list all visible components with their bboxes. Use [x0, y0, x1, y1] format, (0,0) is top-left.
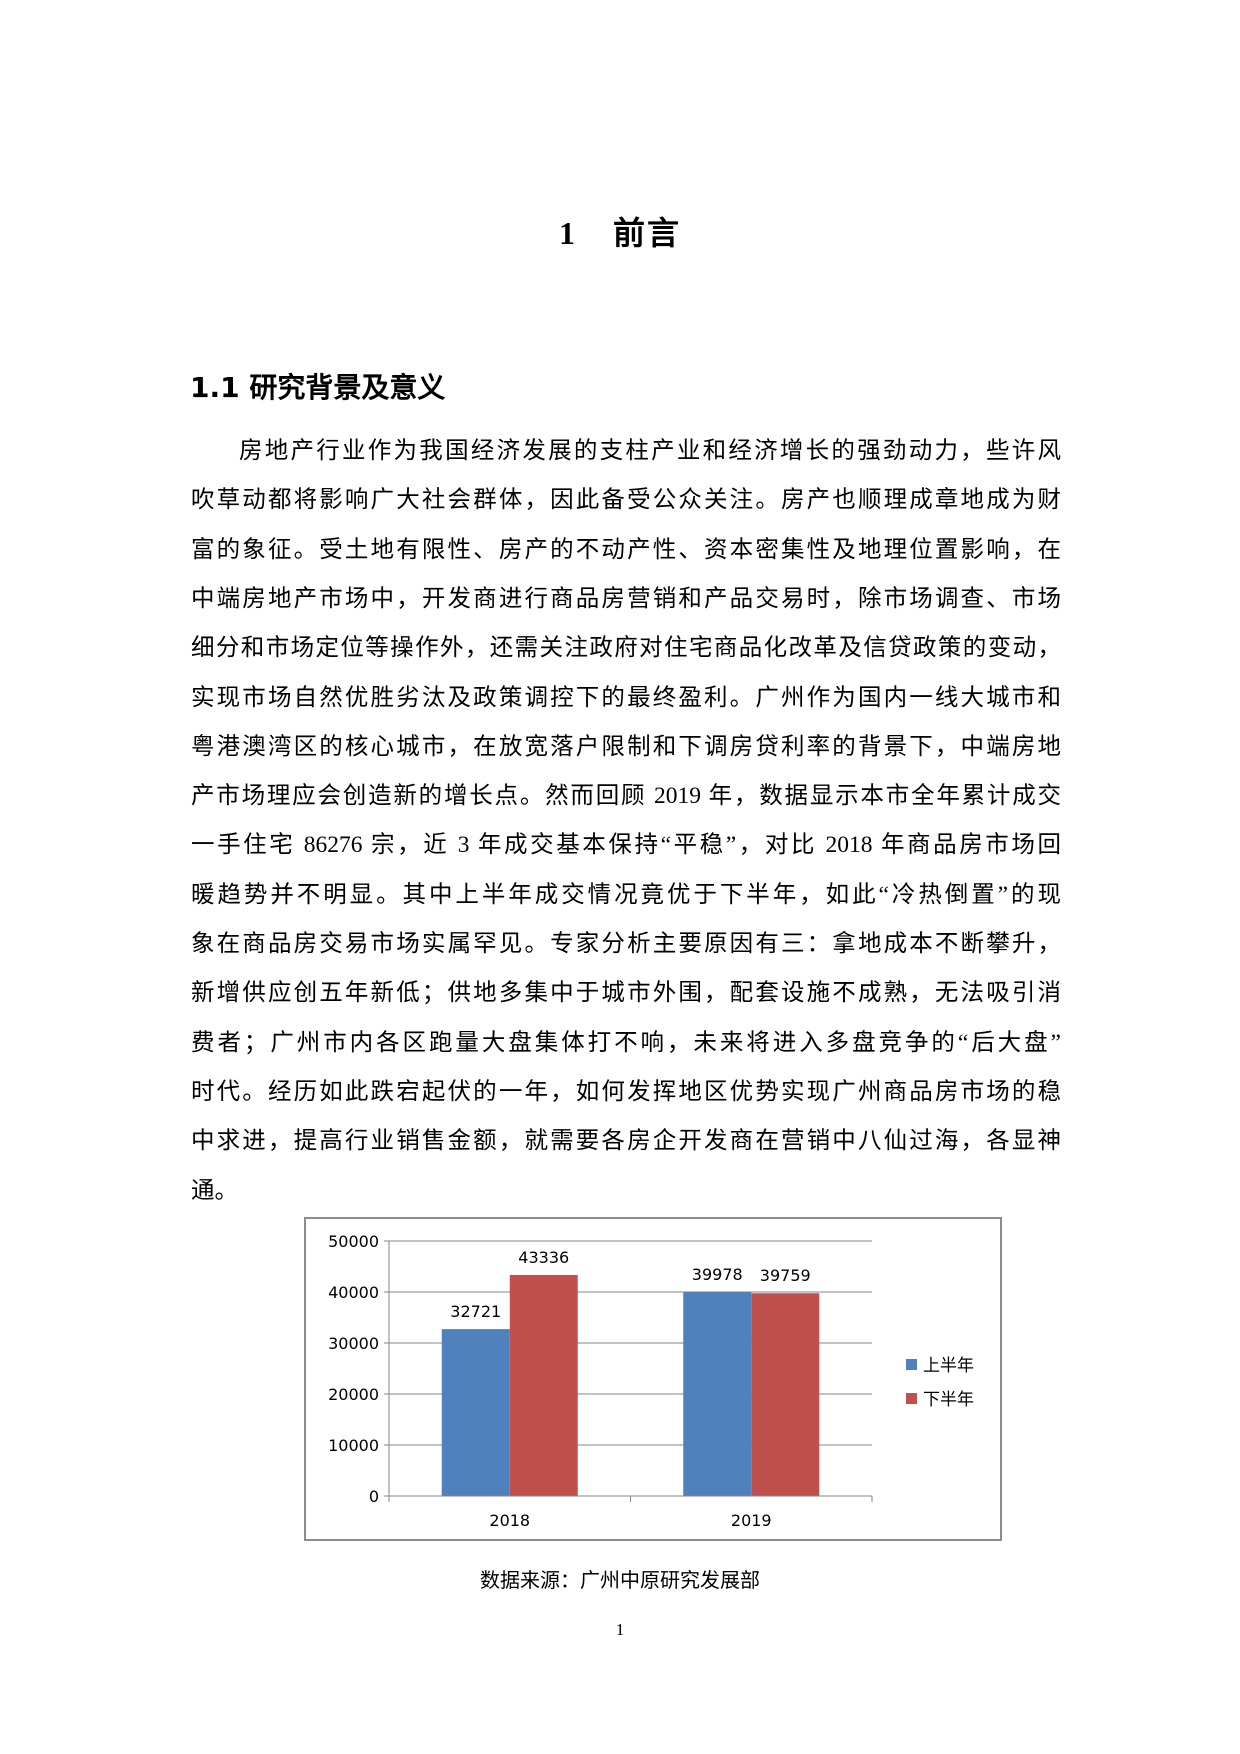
legend-label: 下半年 [923, 1390, 974, 1410]
body-line: 房地产行业作为我国经济发展的支柱产业和经济增长的强劲动力，些许风 [239, 438, 1061, 464]
bar [509, 1274, 578, 1496]
body-line: 富的象征。受土地有限性、房产的不动产性、资本密集性及地理位置影响，在 [191, 536, 1061, 563]
data-label: 39759 [760, 1266, 811, 1285]
section-heading: 1.1 研究背景及意义 [190, 371, 446, 404]
body-line: 暖趋势并不明显。其中上半年成交情况竟优于下半年，如此“冷热倒置”的现 [191, 881, 1061, 908]
y-tick-label: 50000 [328, 1232, 379, 1251]
body-line: 通。 [191, 1177, 238, 1204]
body-line: 时代。经历如此跌宕起伏的一年，如何发挥地区优势实现广州商品房市场的稳 [191, 1078, 1061, 1105]
body-line: 一手住宅 86276 宗，近 3 年成交基本保持“平稳”，对比 2018 年商品… [191, 832, 1061, 859]
body-line: 中端房地产市场中，开发商进行商品房营销和产品交易时，除市场调查、市场 [191, 585, 1061, 612]
y-tick-label: 40000 [328, 1283, 379, 1302]
data-label: 32721 [450, 1302, 501, 1321]
bar [751, 1293, 820, 1496]
y-tick-label: 30000 [328, 1334, 379, 1353]
chart-caption: 数据来源：广州中原研究发展部 [480, 1570, 760, 1592]
data-label: 43336 [518, 1248, 569, 1267]
bar [683, 1292, 752, 1496]
page-number: 1 [615, 1620, 625, 1639]
body-line: 中求进，提高行业销售金额，就需要各房企开发商在营销中八仙过海，各显神 [191, 1128, 1061, 1155]
chart-svg: 0 10000 20000 30000 40000 50000 2018 32721 43336… [328, 1232, 974, 1530]
x-tick-label: 2018 [489, 1511, 530, 1530]
chapter-title-text: 前言 [612, 215, 681, 251]
body-line: 新增供应创五年新低；供地多集中于城市外围，配套设施不成熟，无法吸引消 [191, 980, 1061, 1007]
legend-label: 上半年 [923, 1356, 974, 1376]
bar [441, 1329, 510, 1496]
body-line: 实现市场自然优胜劣汰及政策调控下的最终盈利。广州作为国内一线大城市和 [191, 684, 1061, 711]
chapter-title: 1 前言 [0, 208, 1240, 254]
y-tick-label: 20000 [328, 1385, 379, 1404]
chapter-number: 1 [558, 215, 577, 251]
x-tick-label: 2019 [731, 1511, 772, 1530]
body-line: 象在商品房交易市场实属罕见。专家分析主要原因有三：拿地成本不断攀升， [191, 931, 1061, 957]
body-line: 费者；广州市内各区跑量大盘集体打不响，未来将进入多盘竞争的“后大盘” [191, 1029, 1061, 1056]
data-label: 39978 [692, 1265, 743, 1284]
y-tick-label: 0 [369, 1487, 379, 1506]
body-line: 细分和市场定位等操作外，还需关注政府对住宅商品化改革及信贷政策的变动， [191, 635, 1061, 662]
legend-swatch [906, 1393, 917, 1404]
legend-swatch [906, 1359, 917, 1370]
body-line: 产市场理应会创造新的增长点。然而回顾 2019 年，数据显示本市全年累计成交 [191, 783, 1061, 810]
body-line: 吹草动都将影响广大社会群体，因此备受公众关注。房产也顺理成章地成为财 [191, 487, 1061, 514]
bar-chart: 0 10000 20000 30000 40000 50000 2018 32721 43336… [304, 1217, 1002, 1541]
y-tick-label: 10000 [328, 1436, 379, 1455]
body-line: 粤港澳湾区的核心城市，在放宽落户限制和下调房贷利率的背景下，中端房地 [191, 733, 1061, 760]
